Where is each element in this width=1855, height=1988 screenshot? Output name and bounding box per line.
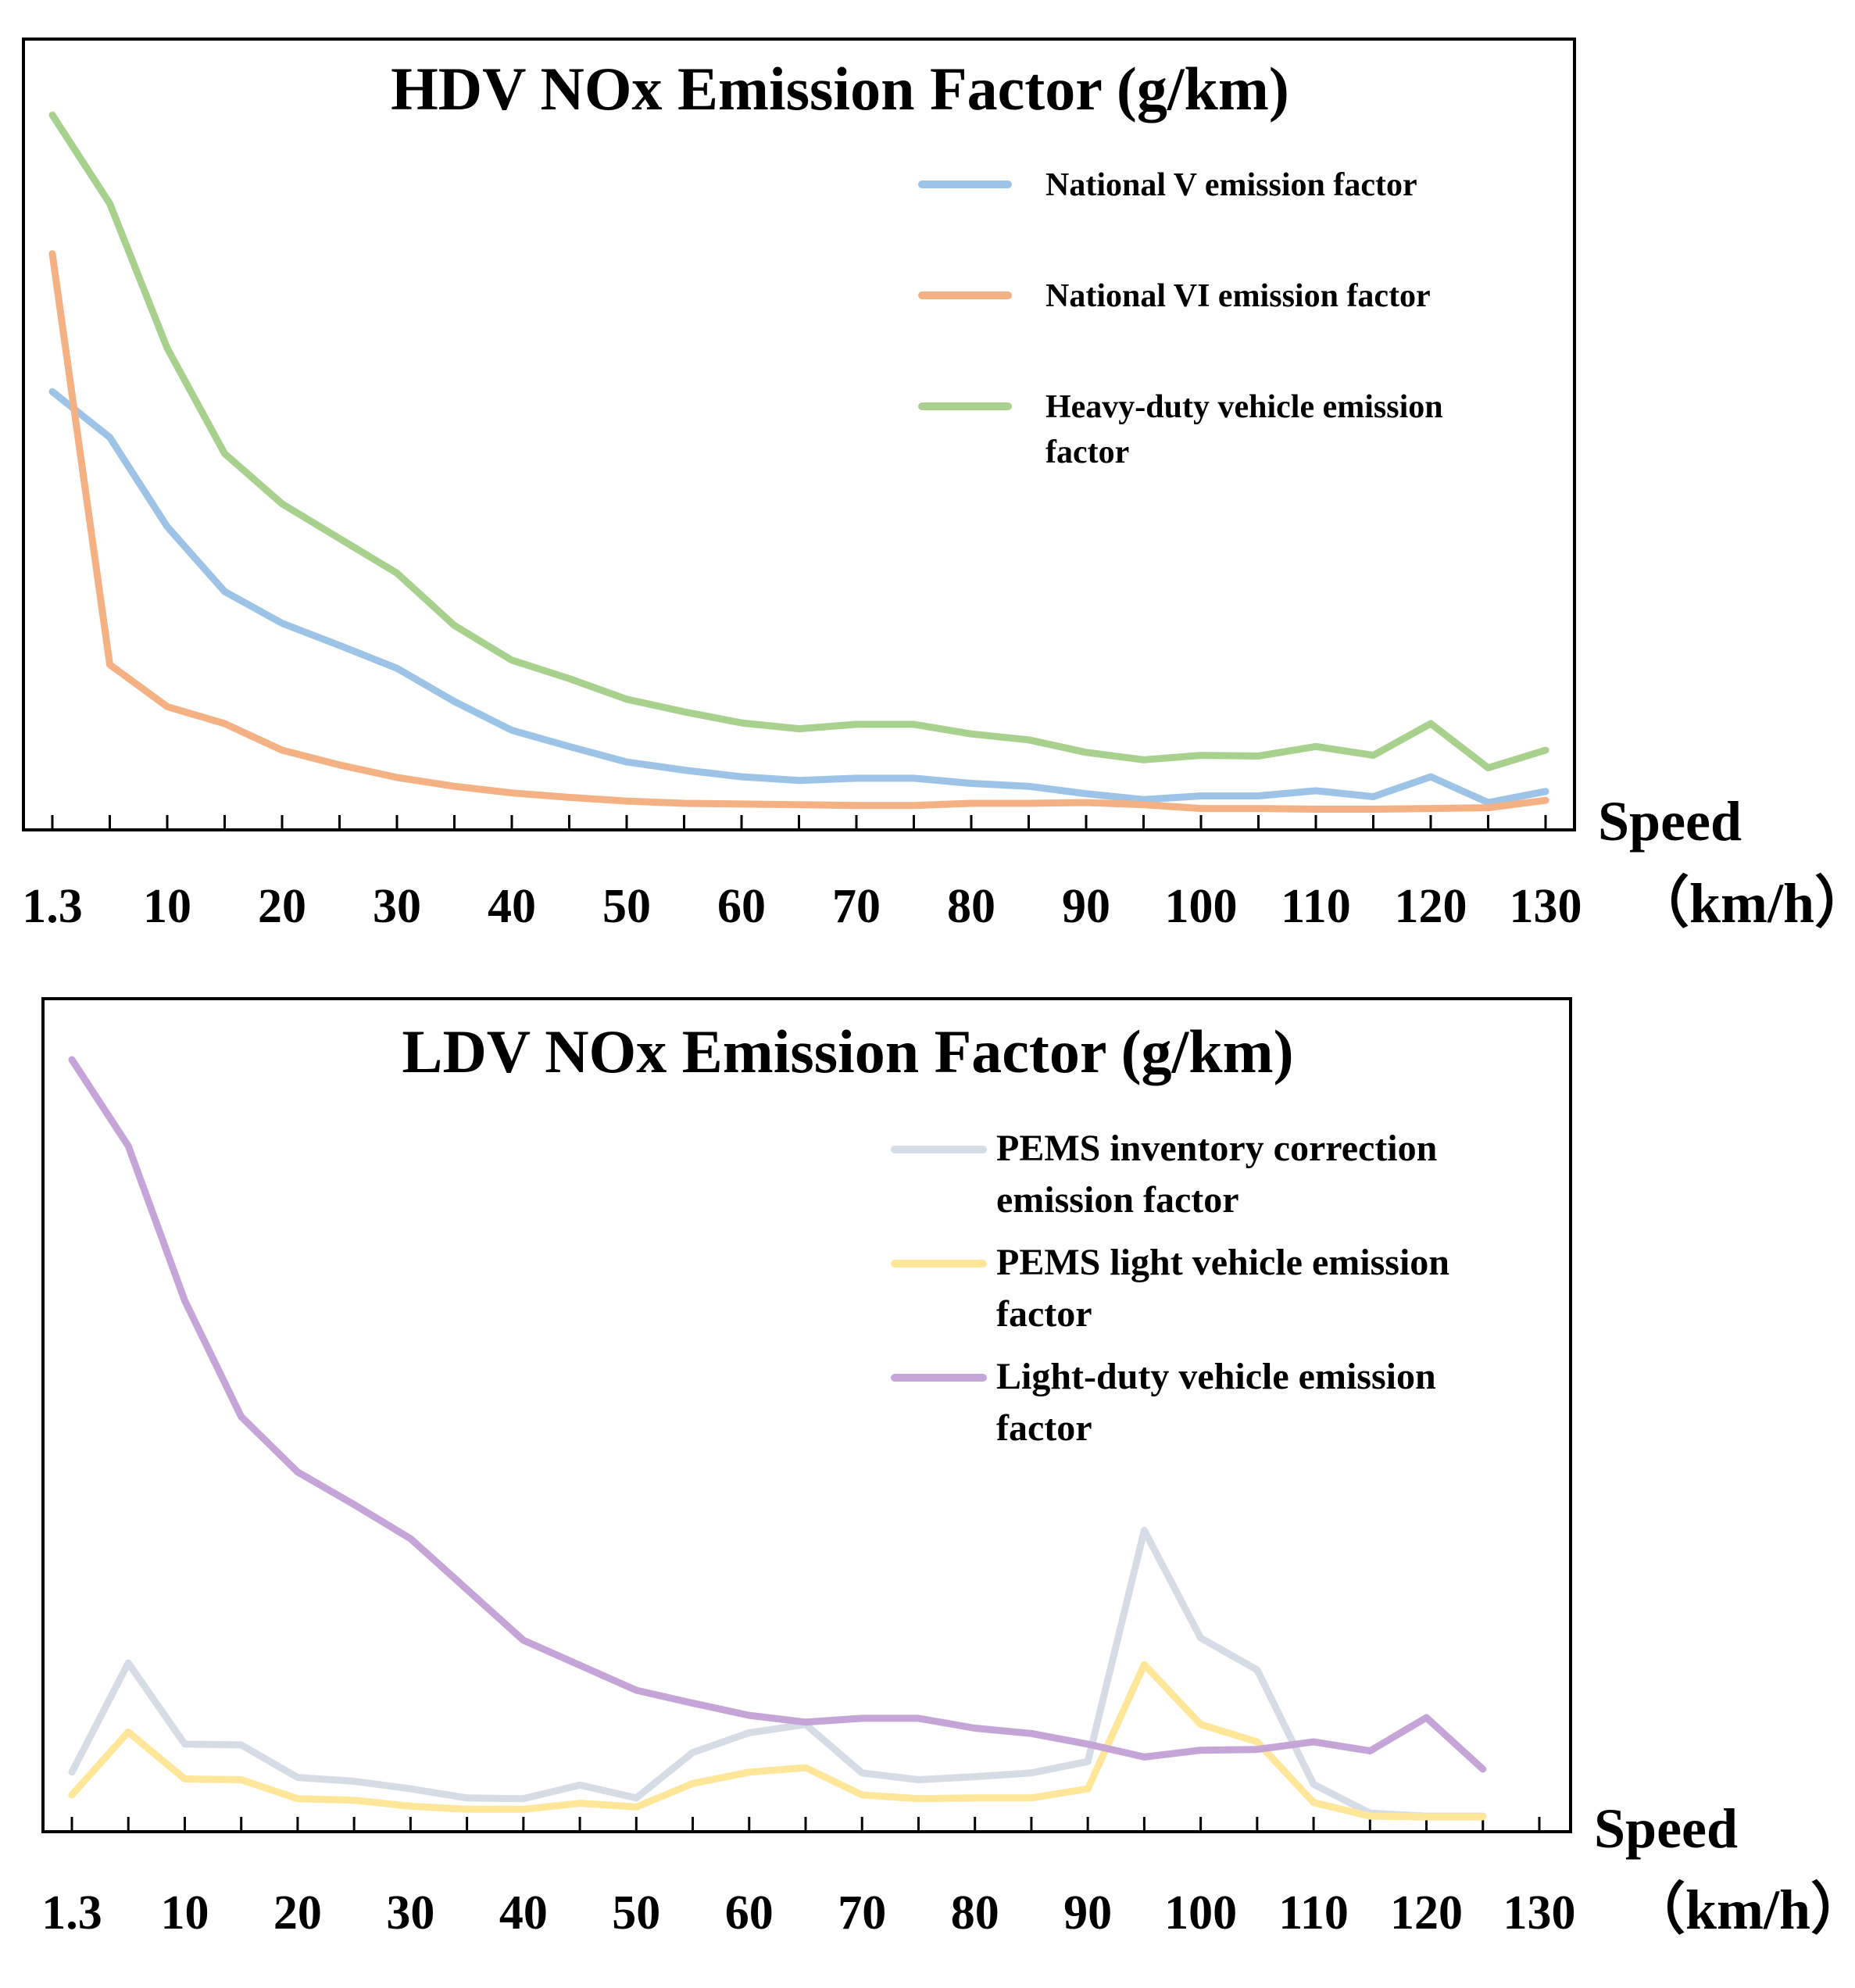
hdv-x-tick-label: 80	[947, 880, 995, 933]
hdv-x-tick-label: 40	[488, 880, 536, 933]
ldv-legend-label: factor	[996, 1407, 1092, 1449]
ldv-series-lines	[68, 1056, 1487, 1821]
hdv-x-tick-label: 50	[602, 880, 651, 933]
ldv-legend-label: PEMS inventory correction	[996, 1128, 1437, 1169]
hdv-chart: HDV NOx Emission Factor (g/km) 1.3 10 20 30…	[22, 38, 1855, 935]
ldv-legend-label: PEMS light vehicle emission	[996, 1242, 1449, 1283]
hdv-legend-label: Heavy-duty vehicle emission	[1045, 389, 1443, 425]
ldv-x-tick-label: 130	[1503, 1886, 1576, 1940]
ldv-plot-frame	[41, 997, 1572, 1833]
ldv-legend-label: emission factor	[996, 1179, 1239, 1221]
ldv-x-tick-label: 120	[1390, 1886, 1463, 1940]
hdv-x-tick-label: 90	[1062, 880, 1110, 933]
ldv-x-tick-label: 1.3	[41, 1886, 102, 1940]
hdv-series-line-3	[48, 111, 1549, 772]
ldv-x-tick-label: 70	[838, 1886, 886, 1940]
ldv-x-tick-label: 30	[386, 1886, 434, 1940]
hdv-x-tick-label: 100	[1165, 880, 1238, 933]
ldv-series-line-3	[68, 1056, 1487, 1773]
ldv-x-axis-unit: （km/h）	[1629, 1879, 1855, 1941]
hdv-legend-label: National V emission factor	[1045, 167, 1417, 203]
hdv-series-lines	[48, 111, 1549, 813]
ldv-series-line-2	[68, 1661, 1487, 1821]
hdv-legend: National V emission factor National VI em…	[918, 167, 1443, 470]
ldv-x-tick-label: 60	[725, 1886, 774, 1940]
hdv-x-tick-label: 110	[1281, 880, 1351, 933]
ldv-x-ticks: 1.3 10 20 30 40 50 60 70 80 90 100 110 120 130	[41, 1817, 1576, 1940]
ldv-legend: PEMS inventory correction emission factor…	[891, 1128, 1449, 1449]
ldv-x-tick-label: 100	[1164, 1886, 1237, 1940]
hdv-x-tick-label: 130	[1510, 880, 1582, 933]
ldv-x-tick-label: 90	[1063, 1886, 1112, 1940]
ldv-x-tick-label: 40	[499, 1886, 548, 1940]
ldv-chart: LDV NOx Emission Factor (g/km) 1.3 10 20 30…	[41, 997, 1855, 1941]
hdv-plot-frame	[22, 38, 1576, 831]
hdv-legend-label: National VI emission factor	[1045, 278, 1431, 314]
ldv-series-line-1	[68, 1526, 1487, 1820]
ldv-legend-label: Light-duty vehicle emission	[996, 1356, 1436, 1397]
ldv-chart-title: LDV NOx Emission Factor (g/km)	[402, 1017, 1293, 1085]
hdv-series-line-1	[48, 388, 1549, 806]
hdv-x-axis-title: Speed	[1598, 790, 1742, 853]
hdv-x-tick-label: 70	[832, 880, 881, 933]
ldv-x-tick-label: 10	[160, 1886, 209, 1940]
hdv-x-tick-label: 120	[1395, 880, 1467, 933]
hdv-series-line-2	[48, 250, 1549, 813]
hdv-legend-label: factor	[1045, 434, 1129, 470]
hdv-x-axis-unit: （km/h）	[1633, 872, 1855, 935]
ldv-x-tick-label: 110	[1278, 1886, 1349, 1940]
ldv-x-tick-label: 80	[951, 1886, 999, 1940]
ldv-x-axis-title: Speed	[1594, 1797, 1738, 1860]
hdv-x-ticks: 1.3 10 20 30 40 50 60 70 80 90 100 110 120 130	[22, 815, 1582, 933]
hdv-x-tick-label: 30	[373, 880, 421, 933]
ldv-legend-label: factor	[996, 1293, 1092, 1335]
hdv-x-tick-label: 10	[143, 880, 191, 933]
hdv-x-tick-label: 60	[717, 880, 766, 933]
ldv-x-tick-label: 50	[612, 1886, 660, 1940]
hdv-x-tick-label: 20	[258, 880, 306, 933]
hdv-x-tick-label: 1.3	[22, 880, 83, 933]
hdv-chart-title: HDV NOx Emission Factor (g/km)	[391, 55, 1289, 123]
ldv-x-tick-label: 20	[273, 1886, 322, 1940]
